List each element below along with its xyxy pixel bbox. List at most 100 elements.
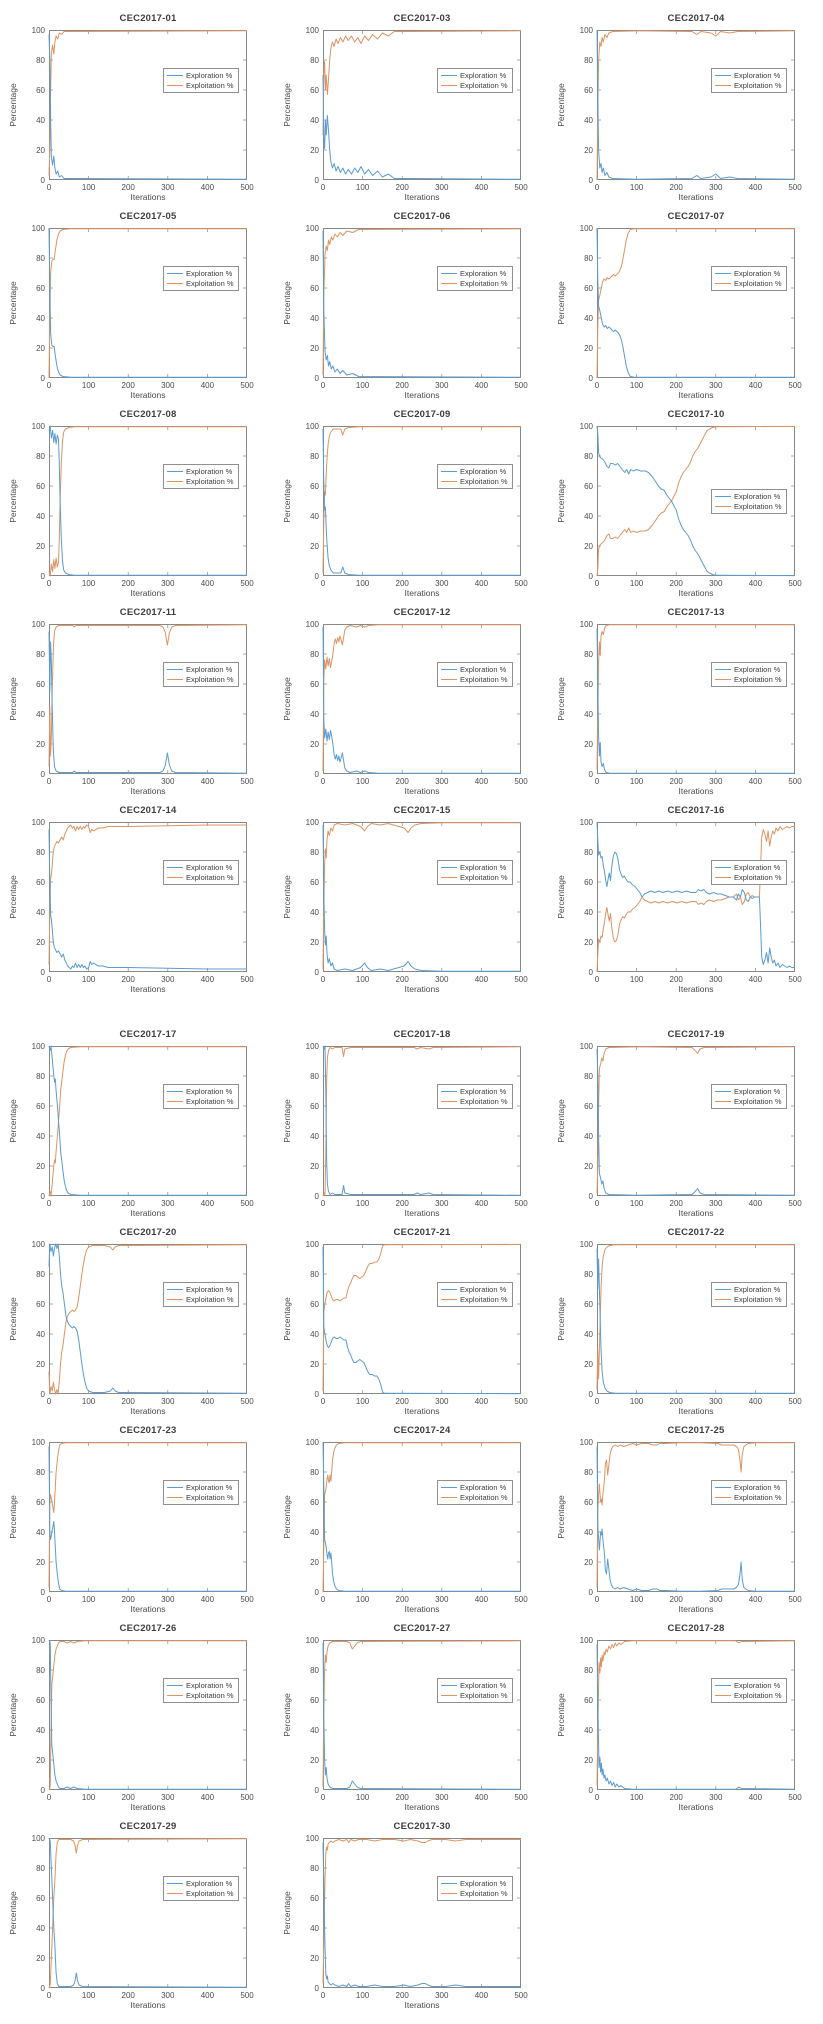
legend-box: Exploration % Exploitation % xyxy=(711,1084,787,1109)
y-tick-label: 100 xyxy=(31,620,45,629)
legend-label-exploration: Exploration % xyxy=(734,1483,781,1492)
x-tick-label: 500 xyxy=(240,777,254,786)
exploitation-line xyxy=(596,425,796,577)
subplot-cec2017-05: CEC2017-05 Percentage Iterations 0 20 40 60 80 1… xyxy=(0,204,274,402)
legend-line-exploration xyxy=(167,1685,183,1686)
legend-line-exploitation xyxy=(441,283,457,284)
y-tick-label: 20 xyxy=(310,344,319,353)
y-tick-label: 80 xyxy=(310,452,319,461)
legend-row-exploitation: Exploitation % xyxy=(441,1295,508,1304)
legend-label-exploration: Exploration % xyxy=(460,467,507,476)
plot-area xyxy=(48,30,248,180)
legend-row-exploitation: Exploitation % xyxy=(167,1691,234,1700)
plot-area xyxy=(596,29,796,181)
x-tick-label: 400 xyxy=(748,381,763,390)
exploitation-line xyxy=(322,1839,521,1984)
x-tick-label: 200 xyxy=(121,777,135,786)
x-tick-label: 0 xyxy=(320,975,326,984)
legend-row-exploration: Exploration % xyxy=(715,665,782,674)
x-tick-label: 0 xyxy=(46,381,52,390)
x-axis-label: Iterations xyxy=(404,1604,440,1614)
plot-area xyxy=(48,425,247,577)
exploration-line xyxy=(596,1644,796,1790)
y-tick-label: 80 xyxy=(584,254,593,263)
x-tick-label: 100 xyxy=(629,1793,644,1802)
exploration-line xyxy=(596,1048,796,1196)
y-tick-label: 60 xyxy=(584,1300,593,1309)
legend-line-exploitation xyxy=(441,85,457,86)
y-tick-label: 80 xyxy=(310,1468,319,1477)
y-tick-label: 20 xyxy=(584,740,593,749)
tick-marks xyxy=(323,1838,521,1988)
y-tick-label: 60 xyxy=(310,284,319,293)
x-tick-label: 0 xyxy=(46,1199,52,1208)
plot-area xyxy=(322,426,521,576)
y-tick-label: 80 xyxy=(584,56,593,65)
tick-marks xyxy=(49,822,247,972)
exploitation-line xyxy=(48,824,247,965)
legend-label-exploitation: Exploitation % xyxy=(186,1691,234,1700)
y-tick-label: 80 xyxy=(584,1666,593,1675)
subplot-cec2017-08: CEC2017-08 Percentage Iterations 0 20 40 60 80 1… xyxy=(0,402,274,600)
y-tick-label: 0 xyxy=(588,374,593,383)
x-tick-label: 0 xyxy=(46,1595,52,1604)
legend-row-exploitation: Exploitation % xyxy=(167,873,234,882)
exploration-line xyxy=(322,1842,521,1987)
y-tick-label: 100 xyxy=(579,224,593,233)
axes-box xyxy=(49,228,247,378)
x-tick-label: 300 xyxy=(435,777,449,786)
x-tick-label: 300 xyxy=(435,1397,449,1406)
legend-row-exploitation: Exploitation % xyxy=(715,81,782,90)
legend-box: Exploration % Exploitation % xyxy=(163,1876,239,1901)
legend-label-exploration: Exploration % xyxy=(734,1285,781,1294)
x-tick-label: 500 xyxy=(514,1397,528,1406)
legend-label-exploitation: Exploitation % xyxy=(734,873,782,882)
legend-line-exploration xyxy=(715,273,731,274)
y-tick-label: 80 xyxy=(310,848,319,857)
x-tick-label: 300 xyxy=(161,975,175,984)
legend-label-exploitation: Exploitation % xyxy=(460,1691,508,1700)
legend-row-exploration: Exploration % xyxy=(441,269,508,278)
y-tick-label: 40 xyxy=(584,512,593,521)
y-tick-label: 20 xyxy=(310,1162,319,1171)
legend-row-exploitation: Exploitation % xyxy=(167,279,234,288)
y-tick-label: 100 xyxy=(579,422,593,431)
x-tick-label: 0 xyxy=(594,1793,600,1802)
subplot-cec2017-23: CEC2017-23 Percentage Iterations 0 20 40 60 80 1… xyxy=(0,1418,274,1616)
axes-box xyxy=(49,822,247,972)
y-tick-label: 0 xyxy=(314,1984,319,1993)
y-tick-label: 40 xyxy=(36,908,45,917)
tick-marks xyxy=(49,426,247,576)
legend-row-exploitation: Exploitation % xyxy=(167,81,234,90)
axes-box xyxy=(597,1640,795,1790)
plot-area xyxy=(48,1837,248,1989)
axes-box xyxy=(323,1838,521,1988)
x-tick-label: 100 xyxy=(355,1595,370,1604)
legend-row-exploitation: Exploitation % xyxy=(715,502,782,511)
x-tick-label: 400 xyxy=(474,1793,489,1802)
y-tick-label: 80 xyxy=(584,1270,593,1279)
x-tick-label: 500 xyxy=(240,975,254,984)
subplot-cec2017-09: CEC2017-09 Percentage Iterations 0 20 40 60 80 1… xyxy=(274,402,548,600)
y-tick-label: 20 xyxy=(584,146,593,155)
x-tick-label: 500 xyxy=(788,975,802,984)
y-tick-label: 40 xyxy=(584,1132,593,1141)
legend-row-exploitation: Exploitation % xyxy=(167,1097,234,1106)
plot-area xyxy=(322,1441,521,1593)
x-tick-label: 0 xyxy=(320,381,326,390)
legend-row-exploitation: Exploitation % xyxy=(441,1493,508,1502)
axes-box xyxy=(597,624,795,774)
legend-label-exploitation: Exploitation % xyxy=(186,279,234,288)
exploration-line xyxy=(48,425,247,576)
subplot-cec2017-26: CEC2017-26 Percentage Iterations 0 20 40 60 80 1… xyxy=(0,1616,274,1814)
x-axis-label: Iterations xyxy=(678,1406,714,1416)
chart-title: CEC2017-14 xyxy=(119,805,177,816)
legend-label-exploration: Exploration % xyxy=(734,1681,781,1690)
y-tick-label: 80 xyxy=(584,650,593,659)
legend-line-exploration xyxy=(715,1487,731,1488)
legend-line-exploration xyxy=(167,1091,183,1092)
x-tick-label: 100 xyxy=(81,1595,96,1604)
y-tick-label: 0 xyxy=(314,1390,319,1399)
subplot-cec2017-04: CEC2017-04 Percentage Iterations 0 20 40 60 80 1… xyxy=(548,6,822,204)
